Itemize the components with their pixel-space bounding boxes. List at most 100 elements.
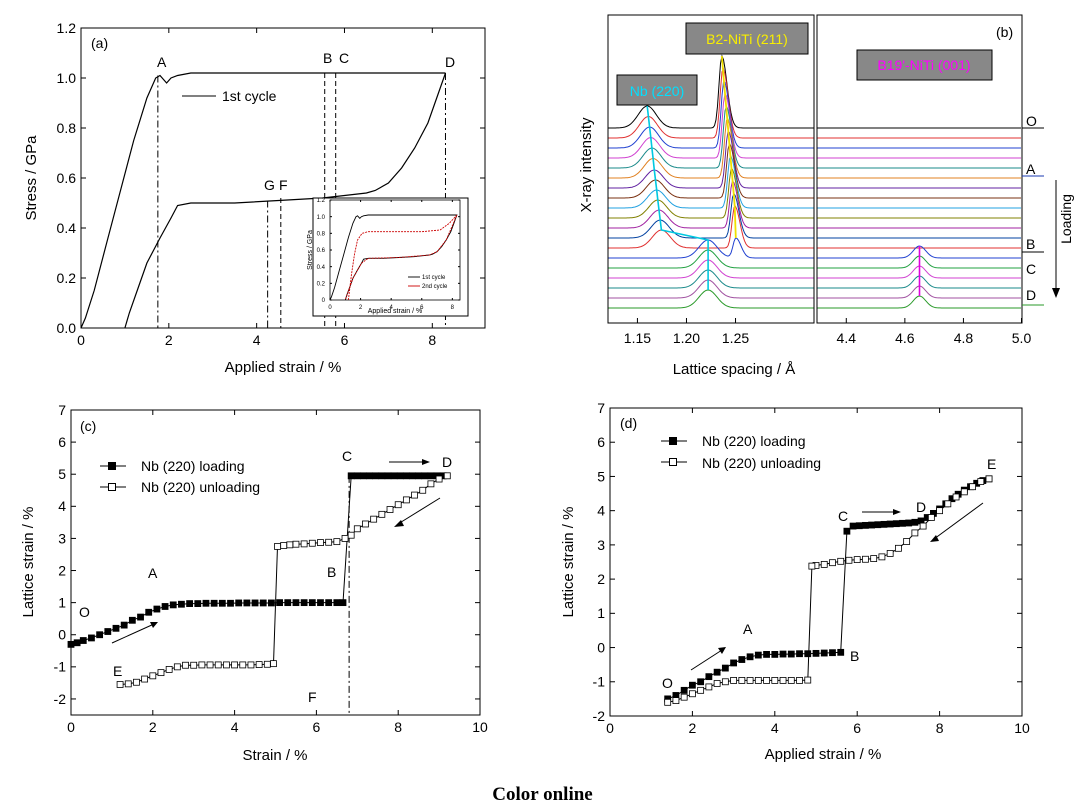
loading-point <box>161 603 169 610</box>
inset-legend-1: 1st cycle <box>422 275 446 281</box>
unloading-point <box>274 543 281 550</box>
panel-b-label: (b) <box>996 24 1013 40</box>
unloading-point <box>845 556 853 564</box>
unloading-point <box>386 506 394 513</box>
unloading-point <box>829 559 836 567</box>
b19-label-box <box>856 49 993 81</box>
x-tick-label: 2 <box>359 305 363 311</box>
unloading-point <box>944 500 952 508</box>
loading-point <box>79 637 87 644</box>
unloading-point <box>182 661 189 669</box>
loading-point <box>763 651 770 658</box>
unloading-point <box>270 660 277 668</box>
panel-a-xlabel: Applied strain / % <box>225 359 342 376</box>
x-tick-label: 4.6 <box>895 330 915 346</box>
loading-point <box>178 600 185 608</box>
panel-c-point-A: A <box>148 565 158 581</box>
xrd-curve-left-13 <box>608 237 814 259</box>
loading-point <box>855 522 863 530</box>
inset-xlabel: Applied strain / % <box>368 308 422 315</box>
xrd-curve-left-11 <box>608 192 814 239</box>
curve-label-C: C <box>1026 261 1036 277</box>
loading-point <box>227 599 234 607</box>
unloading-point <box>247 661 255 669</box>
panel-d: 0 2 4 6 8 10 -2 -1 0 1 2 3 4 5 6 7 (d) Nb (220) loading… <box>560 400 1030 763</box>
panel-c-arrow-de-head <box>394 520 404 527</box>
panel-b-left-frame <box>607 14 815 324</box>
y-tick-label: -2 <box>593 708 606 724</box>
nb220-label: Nb (220) <box>630 83 684 99</box>
y-tick-label: 1 <box>597 605 605 621</box>
loading-point <box>384 472 392 480</box>
unloading-point <box>960 488 968 496</box>
unloading-point <box>746 677 754 684</box>
loading-point <box>843 527 851 535</box>
loading-point <box>697 678 705 686</box>
y-tick-label: 1.0 <box>57 70 77 86</box>
loading-point <box>360 472 367 480</box>
unloading-point <box>680 693 688 701</box>
unloading-point <box>157 669 165 677</box>
y-tick-label: -2 <box>54 691 67 707</box>
unloading-point <box>664 698 672 706</box>
unloading-point <box>837 557 845 565</box>
y-tick-label: 4 <box>597 503 605 519</box>
unloading-point <box>198 661 206 669</box>
panel-c-legend-marker-2 <box>108 483 116 491</box>
unloading-point <box>300 540 308 548</box>
loading-point <box>402 472 410 480</box>
loading-point <box>837 648 845 656</box>
unloading-point <box>255 661 263 668</box>
unloading-point <box>347 531 355 539</box>
panel-d-point-E: E <box>987 456 996 472</box>
unloading-point <box>705 683 713 691</box>
unloading-point <box>771 677 779 684</box>
x-tick-label: 8 <box>936 720 944 736</box>
panel-d-point-D: D <box>916 499 926 515</box>
unloading-point <box>763 677 770 684</box>
y-tick-label: 5 <box>597 468 605 484</box>
unloading-point <box>325 538 333 546</box>
loading-point <box>353 472 361 480</box>
y-tick-label: 0.0 <box>57 320 77 336</box>
series-line-0 <box>70 475 444 645</box>
loading-point <box>145 608 153 616</box>
x-tick-label: 8 <box>428 332 436 348</box>
unloading-point <box>787 677 795 684</box>
loading-point <box>251 599 259 607</box>
unloading-point <box>231 661 239 669</box>
panel-a-series-0 <box>80 72 446 329</box>
loading-point <box>829 649 836 657</box>
unloading-point <box>292 540 300 548</box>
x-tick-label: 2 <box>149 719 157 735</box>
loading-point <box>366 472 373 480</box>
loading-point <box>771 651 779 658</box>
loading-point <box>67 640 75 648</box>
unloading-point <box>263 660 271 668</box>
panel-b-ylabel: X-ray intensity <box>578 117 595 213</box>
panel-c-point-O: O <box>79 604 90 620</box>
xrd-curve-left-17 <box>608 279 814 299</box>
unloading-point <box>190 661 198 669</box>
unloading-point <box>370 515 378 523</box>
vline-label-D: D <box>445 54 455 70</box>
loading-arrow-head <box>1052 288 1060 298</box>
y-tick-label: 7 <box>597 400 605 416</box>
unloading-point <box>919 522 927 530</box>
loading-point <box>169 601 177 609</box>
unloading-point <box>738 677 746 684</box>
loading-point <box>905 519 913 527</box>
panel-c-arrow-de <box>397 497 441 525</box>
loading-point <box>868 521 876 529</box>
panel-d-point-C: C <box>838 508 848 524</box>
panel-a-series-1 <box>124 72 447 329</box>
xrd-curve-left-16 <box>608 269 814 289</box>
loading-point <box>284 599 292 607</box>
unloading-point <box>286 541 294 549</box>
panel-c-legend-1: Nb (220) loading <box>141 458 245 474</box>
unloading-point <box>443 472 451 480</box>
loading-point <box>705 673 713 681</box>
loading-point <box>235 599 243 607</box>
loading-point <box>911 518 919 526</box>
loading-point <box>680 686 688 694</box>
